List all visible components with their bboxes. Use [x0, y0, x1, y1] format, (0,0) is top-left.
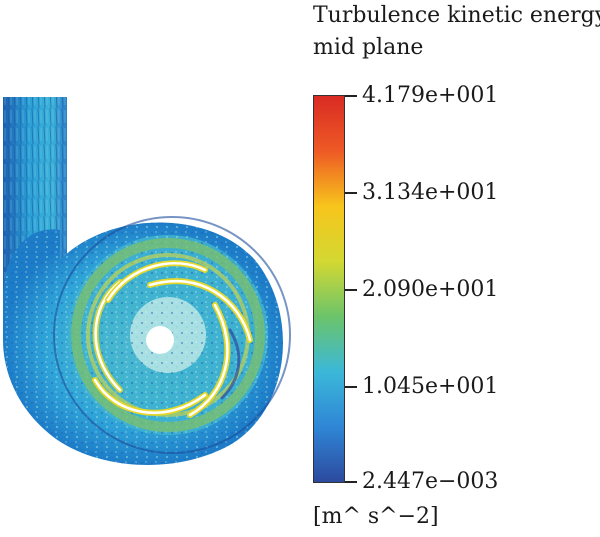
title-line-1: Turbulence kinetic energy — [313, 3, 600, 28]
colorbar-tick — [345, 481, 357, 483]
colorbar-tick — [345, 95, 357, 97]
colorbar-tick-label: 4.179e+001 — [362, 83, 499, 108]
colorbar-tick-label: 2.447e−003 — [362, 469, 499, 494]
colorbar — [313, 95, 345, 483]
colorbar-tick — [345, 192, 357, 194]
colorbar-tick — [345, 386, 357, 388]
pump-contour-plot — [3, 97, 291, 465]
colorbar-tick — [345, 289, 357, 291]
title-line-2: mid plane — [313, 35, 424, 60]
colorbar-tick-label: 3.134e+001 — [362, 180, 499, 205]
colorbar-tick-label: 2.090e+001 — [362, 277, 499, 302]
colorbar-unit-label: [m^ s^−2] — [313, 504, 439, 529]
impeller-region — [68, 235, 268, 435]
colorbar-tick-label: 1.045e+001 — [362, 374, 499, 399]
impeller-blades — [92, 260, 253, 418]
plot-title: Turbulence kinetic energy mid plane — [313, 0, 600, 64]
